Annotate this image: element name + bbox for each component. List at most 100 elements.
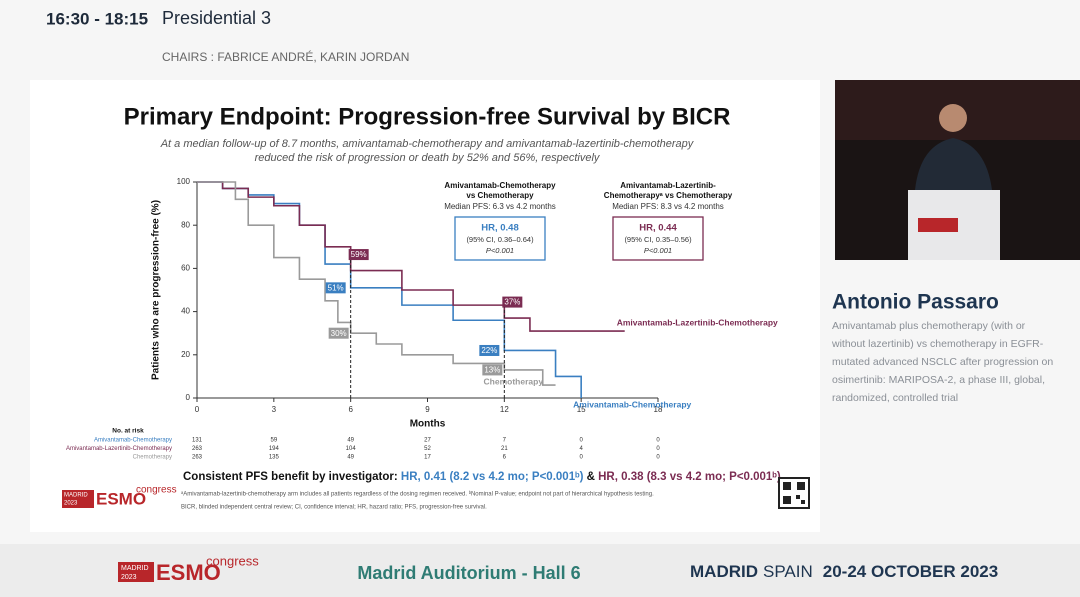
country: SPAIN: [763, 562, 813, 581]
landmark-label: 22%: [481, 346, 497, 355]
y-tick-label: 20: [181, 350, 190, 359]
landmark-box: [479, 344, 500, 356]
landmark-box: [502, 296, 523, 308]
hr-value: HR, 0.48: [481, 223, 519, 234]
footer-location: MADRID SPAIN 20-24 OCTOBER 2023: [690, 562, 998, 581]
speaker-body: [915, 138, 992, 190]
logo-brand: ESMO: [96, 489, 146, 508]
logo-event: congress: [206, 553, 259, 568]
landmark-label: 30%: [331, 329, 347, 338]
comparison-median: Median PFS: 6.3 vs 4.2 months: [444, 202, 556, 211]
x-tick-label: 15: [577, 405, 586, 414]
y-tick-label: 60: [181, 264, 190, 273]
y-tick-label: 100: [177, 177, 191, 186]
qr-block: [797, 482, 805, 490]
x-tick-label: 6: [348, 405, 353, 414]
logo-year: 2023: [121, 574, 137, 581]
session-time: 16:30 - 18:15: [46, 9, 148, 28]
landmark-label: 59%: [351, 250, 367, 259]
comparison-median: Median PFS: 8.3 vs 4.2 months: [612, 202, 724, 211]
risk-count: 52: [424, 446, 431, 452]
hr-box: [454, 216, 546, 261]
hr-p: P<0.001: [486, 246, 514, 255]
talk-line: mutated advanced NSCLC after progression…: [832, 356, 1053, 368]
landmark-label: 37%: [504, 298, 520, 307]
risk-count: 194: [269, 446, 280, 452]
investigator-hr: HR, 0.41 (8.2 vs 4.2 mo; P<0.001ᵇ): [401, 471, 584, 483]
venue: Madrid Auditorium - Hall 6: [357, 563, 580, 583]
risk-count: 0: [656, 438, 660, 444]
landmark-box: [348, 249, 369, 261]
risk-count: 104: [346, 446, 357, 452]
qr-block: [783, 496, 791, 504]
hr-p: P<0.001: [644, 246, 672, 255]
risk-count: 17: [424, 455, 431, 461]
risk-count: 27: [424, 438, 431, 444]
risk-count: 0: [579, 438, 583, 444]
risk-count: 263: [192, 455, 203, 461]
x-axis-label: Months: [410, 419, 446, 430]
hr-ci: (95% CI, 0.36–0.64): [466, 235, 534, 244]
risk-table: No. at risk Amivantamab-Chemotherapy 131 59…: [66, 428, 660, 461]
logo-brand: ESMO: [156, 560, 221, 585]
risk-count: 49: [347, 455, 354, 461]
series-label: Chemotherapy: [484, 376, 544, 386]
risk-row-label: Chemotherapy: [133, 455, 172, 461]
investigator-text: Consistent PFS benefit by investigator:: [183, 471, 401, 483]
session-name: Presidential 3: [162, 8, 271, 28]
logo-event: congress: [136, 485, 177, 496]
km-curve: [197, 181, 556, 386]
y-tick-label: 80: [181, 220, 190, 229]
km-chart: 0 20 40 60 80 100 0 3 6 9 12 15 18 Months Patients who…: [151, 177, 778, 430]
risk-row-label: Amivantamab-Lazertinib-Chemotherapy: [66, 446, 172, 452]
logo-city: MADRID: [121, 565, 149, 572]
qr-block: [783, 482, 791, 490]
footer-logo: MADRID 2023 ESMO congress: [118, 553, 259, 585]
slide-title: Primary Endpoint: Progression-free Survi…: [124, 103, 731, 130]
logo-box: [118, 562, 154, 582]
qr-block: [796, 495, 800, 499]
dates: 20-24 OCTOBER 2023: [823, 562, 998, 581]
investigator-hr: HR, 0.38 (8.3 vs 4.2 mo; P<0.001ᵇ): [598, 471, 781, 483]
comparison-title: Chemotherapyᵃ vs Chemotherapy: [604, 191, 733, 200]
investigator-note: Consistent PFS benefit by investigator: …: [183, 471, 781, 483]
risk-count: 6: [503, 455, 507, 461]
podium-logo: [918, 218, 958, 232]
x-tick-label: 12: [500, 405, 509, 414]
slide-logo: MADRID 2023 ESMO congress: [62, 485, 177, 508]
series-label: Amivantamab-Lazertinib-Chemotherapy: [617, 317, 778, 327]
talk-line: Amivantamab plus chemotherapy (with or: [832, 320, 1026, 332]
x-tick-label: 3: [272, 405, 277, 414]
footnote: ᵃAmivantamab-lazertinib-chemotherapy arm…: [181, 491, 654, 498]
logo-box: [62, 490, 94, 508]
y-axis-label: Patients who are progression-free (%): [151, 200, 162, 380]
logo-city: MADRID: [64, 493, 88, 499]
risk-count: 263: [192, 446, 203, 452]
risk-count: 49: [347, 438, 354, 444]
landmark-box: [482, 364, 503, 376]
landmark-label: 51%: [328, 283, 344, 292]
footnote: BICR, blinded independent central review…: [181, 505, 487, 511]
x-tick-label: 9: [425, 405, 430, 414]
talk-line: osimertinib: MARIPOSA-2, a phase III, gl…: [832, 374, 1045, 386]
y-tick-label: 0: [186, 393, 191, 402]
chairs: CHAIRS : FABRICE ANDRÉ, KARIN JORDAN: [162, 49, 409, 64]
x-tick-label: 0: [195, 405, 200, 414]
slide: [30, 80, 820, 532]
y-tick-label: 40: [181, 307, 190, 316]
talk-line: without lazertinib) vs chemotherapy in E…: [831, 338, 1044, 350]
risk-count: 4: [579, 446, 583, 452]
landmark-box: [328, 327, 349, 339]
risk-count: 7: [503, 438, 507, 444]
risk-count: 59: [270, 438, 277, 444]
risk-title: No. at risk: [112, 428, 144, 435]
talk-title: Amivantamab plus chemotherapy (with or wi…: [831, 320, 1053, 404]
risk-count: 0: [579, 455, 583, 461]
landmark-box: [325, 282, 346, 294]
risk-count: 21: [501, 446, 508, 452]
slide-subtitle: reduced the risk of progression or death…: [255, 152, 601, 164]
risk-count: 135: [269, 455, 280, 461]
slide-subtitle: At a median follow-up of 8.7 months, ami…: [160, 138, 695, 150]
